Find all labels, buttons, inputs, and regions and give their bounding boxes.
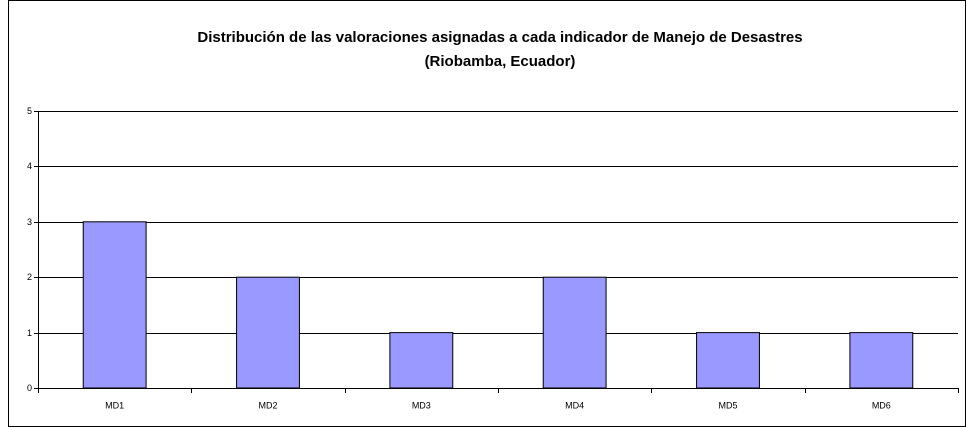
x-tick-label: MD6 — [872, 400, 891, 410]
chart-title: Distribución de las valoraciones asignad… — [197, 29, 802, 46]
chart-frame — [8, 0, 966, 427]
x-tick-label: MD5 — [718, 400, 737, 410]
y-tick-label: 2 — [27, 272, 32, 282]
bar — [542, 276, 607, 389]
bar — [236, 276, 300, 389]
x-tick-label: MD1 — [105, 400, 124, 410]
y-tick-label: 5 — [27, 106, 32, 116]
y-tick-label: 1 — [27, 328, 32, 338]
chart-title: (Riobamba, Ecuador) — [425, 53, 576, 70]
bar — [696, 332, 760, 389]
y-tick-label: 0 — [27, 383, 32, 393]
bar — [849, 332, 914, 389]
x-tick-label: MD3 — [412, 400, 431, 410]
bar — [82, 221, 147, 389]
y-tick-label: 3 — [27, 217, 32, 227]
y-tick-label: 4 — [27, 161, 32, 171]
x-tick-label: MD2 — [258, 400, 277, 410]
x-tick-label: MD4 — [565, 400, 584, 410]
bar — [389, 332, 454, 389]
